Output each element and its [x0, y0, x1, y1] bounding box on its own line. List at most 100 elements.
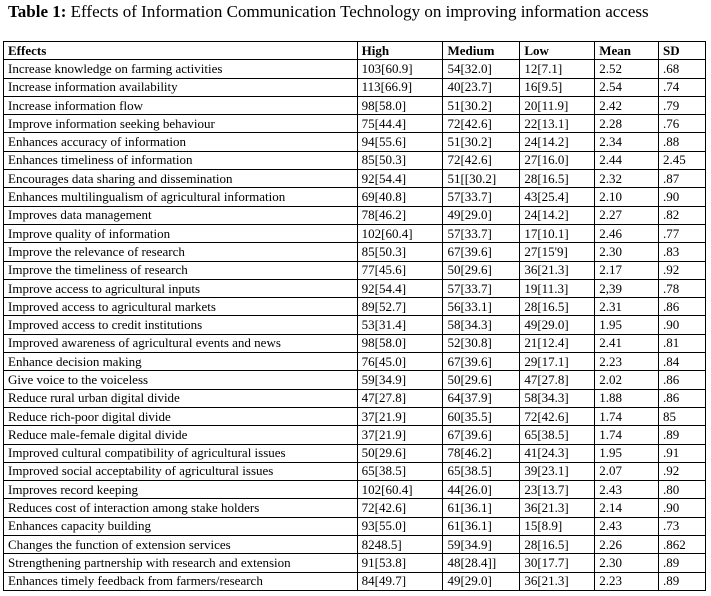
table-cell: 2.42	[594, 95, 660, 116]
table-cell: 78[46.2]	[356, 205, 444, 225]
table-cell: 78[46.2]	[442, 443, 521, 463]
table-cell: 50[29.6]	[442, 260, 521, 280]
table-cell: 92[54.4]	[356, 278, 444, 299]
table-row: Improve access to agricultural inputs 92[…	[3, 278, 706, 299]
table-cell: Give voice to the voiceless	[3, 370, 358, 390]
table-cell: 29[17.1]	[519, 352, 596, 372]
table-cell: 49[29.0]	[442, 205, 521, 225]
table-row: Enhances accuracy of information 94[55.6]…	[3, 132, 706, 152]
table-cell: 72[42.6]	[442, 114, 521, 134]
table-cell: 15[8.9]	[519, 516, 596, 537]
table-cell: 2,39	[594, 278, 660, 299]
table-cell: Improved social acceptability of agricul…	[3, 461, 358, 482]
table-row: Improve information seeking behaviour 75[…	[3, 114, 706, 134]
table-cell: 2.02	[594, 370, 660, 390]
table-cell: 77[45.6]	[356, 260, 444, 280]
table-cell: 67[39.6]	[442, 242, 521, 262]
table-cell: 84[49.7]	[356, 571, 444, 591]
table-cell: 1.88	[594, 388, 660, 408]
table-cell: 65[38.5]	[519, 425, 596, 445]
table-cell: Enhances capacity building	[3, 516, 358, 537]
results-table: Effects High Medium Low Mean SD Increase know…	[3, 40, 706, 591]
table-cell: Increase information availability	[3, 77, 358, 97]
table-cell: 43[25.4]	[519, 187, 596, 207]
table-cell: 56[33.1]	[442, 297, 521, 317]
table-cell: 102[60.4]	[356, 480, 444, 500]
table-row: Increase information availability 113[66.…	[3, 77, 706, 97]
table-cell: 50[29.6]	[442, 370, 521, 390]
table-cell: Improve the timeliness of research	[3, 260, 358, 280]
caption-text: Effects of Information Communication Tec…	[70, 2, 649, 21]
table-cell: Improves record keeping	[3, 480, 358, 500]
table-cell: 2.46	[594, 223, 660, 244]
table-cell: 51[30.2]	[442, 132, 521, 152]
table-cell: 39[23.1]	[519, 461, 596, 482]
table-cell: 44[26.0]	[442, 480, 521, 500]
table-cell: .74	[658, 77, 706, 97]
table-cell: 1.95	[594, 443, 660, 463]
table-row: Improve the relevance of research 85[50.3…	[3, 242, 706, 262]
table-cell: 2.28	[594, 114, 660, 134]
table-cell: 2.23	[594, 571, 660, 591]
table-cell: 85[50.3]	[356, 242, 444, 262]
table-cell: .80	[658, 480, 706, 500]
table-cell: .77	[658, 223, 706, 244]
table-cell: 85	[658, 406, 706, 427]
table-cell: Reduce rural urban digital divide	[3, 388, 358, 408]
table-cell: .89	[658, 553, 706, 573]
table-cell: 72[42.6]	[519, 406, 596, 427]
header-cell: Mean	[594, 40, 660, 61]
table-cell: 24[14.2]	[519, 132, 596, 152]
table-cell: .92	[658, 461, 706, 482]
table-cell: 61[36.1]	[442, 516, 521, 537]
table-cell: 69[40.8]	[356, 187, 444, 207]
table-cell: .90	[658, 187, 706, 207]
table-cell: 59[34.9]	[442, 535, 521, 555]
table-cell: Strengthening partnership with research …	[3, 553, 358, 573]
table-cell: Improved cultural compatibility of agric…	[3, 443, 358, 463]
table-cell: 2.27	[594, 205, 660, 225]
table-cell: .86	[658, 370, 706, 390]
table-cell: Encourages data sharing and disseminatio…	[3, 169, 358, 189]
table-cell: 2.23	[594, 352, 660, 372]
table-cell: .68	[658, 59, 706, 79]
table-cell: .92	[658, 260, 706, 280]
table-cell: 28[16.5]	[519, 297, 596, 317]
table-cell: .87	[658, 169, 706, 189]
table-cell: 2.10	[594, 187, 660, 207]
table-cell: Increase knowledge on farming activities	[3, 59, 358, 79]
table-cell: .89	[658, 571, 706, 591]
table-cell: .86	[658, 297, 706, 317]
table-row: Enhances timeliness of information 85[50.…	[3, 150, 706, 171]
table-cell: .90	[658, 315, 706, 335]
table-cell: 65[38.5]	[356, 461, 444, 482]
table-cell: 2.07	[594, 461, 660, 482]
table-cell: 113[66.9]	[356, 77, 444, 97]
header-row: Effects High Medium Low Mean SD	[3, 40, 706, 61]
table-cell: 50[29.6]	[356, 443, 444, 463]
table-cell: 41[24.3]	[519, 443, 596, 463]
table-row: Enhances timely feedback from farmers/re…	[3, 571, 706, 591]
table-cell: Changes the function of extension servic…	[3, 535, 358, 555]
table-cell: 27[15'9]	[519, 242, 596, 262]
table-cell: 37[21.9]	[356, 425, 444, 445]
table-cell: .90	[658, 498, 706, 518]
table-row: Enhances multilingualism of agricultural…	[3, 187, 706, 207]
table-cell: 93[55.0]	[356, 516, 444, 537]
table-cell: 91[53.8]	[356, 553, 444, 573]
table-cell: 2.14	[594, 498, 660, 518]
table-cell: Improved access to agricultural markets	[3, 297, 358, 317]
table-cell: 36[21.3]	[519, 571, 596, 591]
table-cell: 2.31	[594, 297, 660, 317]
table-cell: 102[60.4]	[356, 223, 444, 244]
table-cell: 2.44	[594, 150, 660, 171]
header-cell: SD	[658, 40, 706, 61]
table-cell: .862	[658, 535, 706, 555]
table-cell: Improved awareness of agricultural event…	[3, 333, 358, 354]
table-cell: 23[13.7]	[519, 480, 596, 500]
table-cell: 59[34.9]	[356, 370, 444, 390]
table-cell: Improve quality of information	[3, 223, 358, 244]
table-cell: 28[16.5]	[519, 535, 596, 555]
caption-label: Table 1:	[8, 2, 67, 21]
